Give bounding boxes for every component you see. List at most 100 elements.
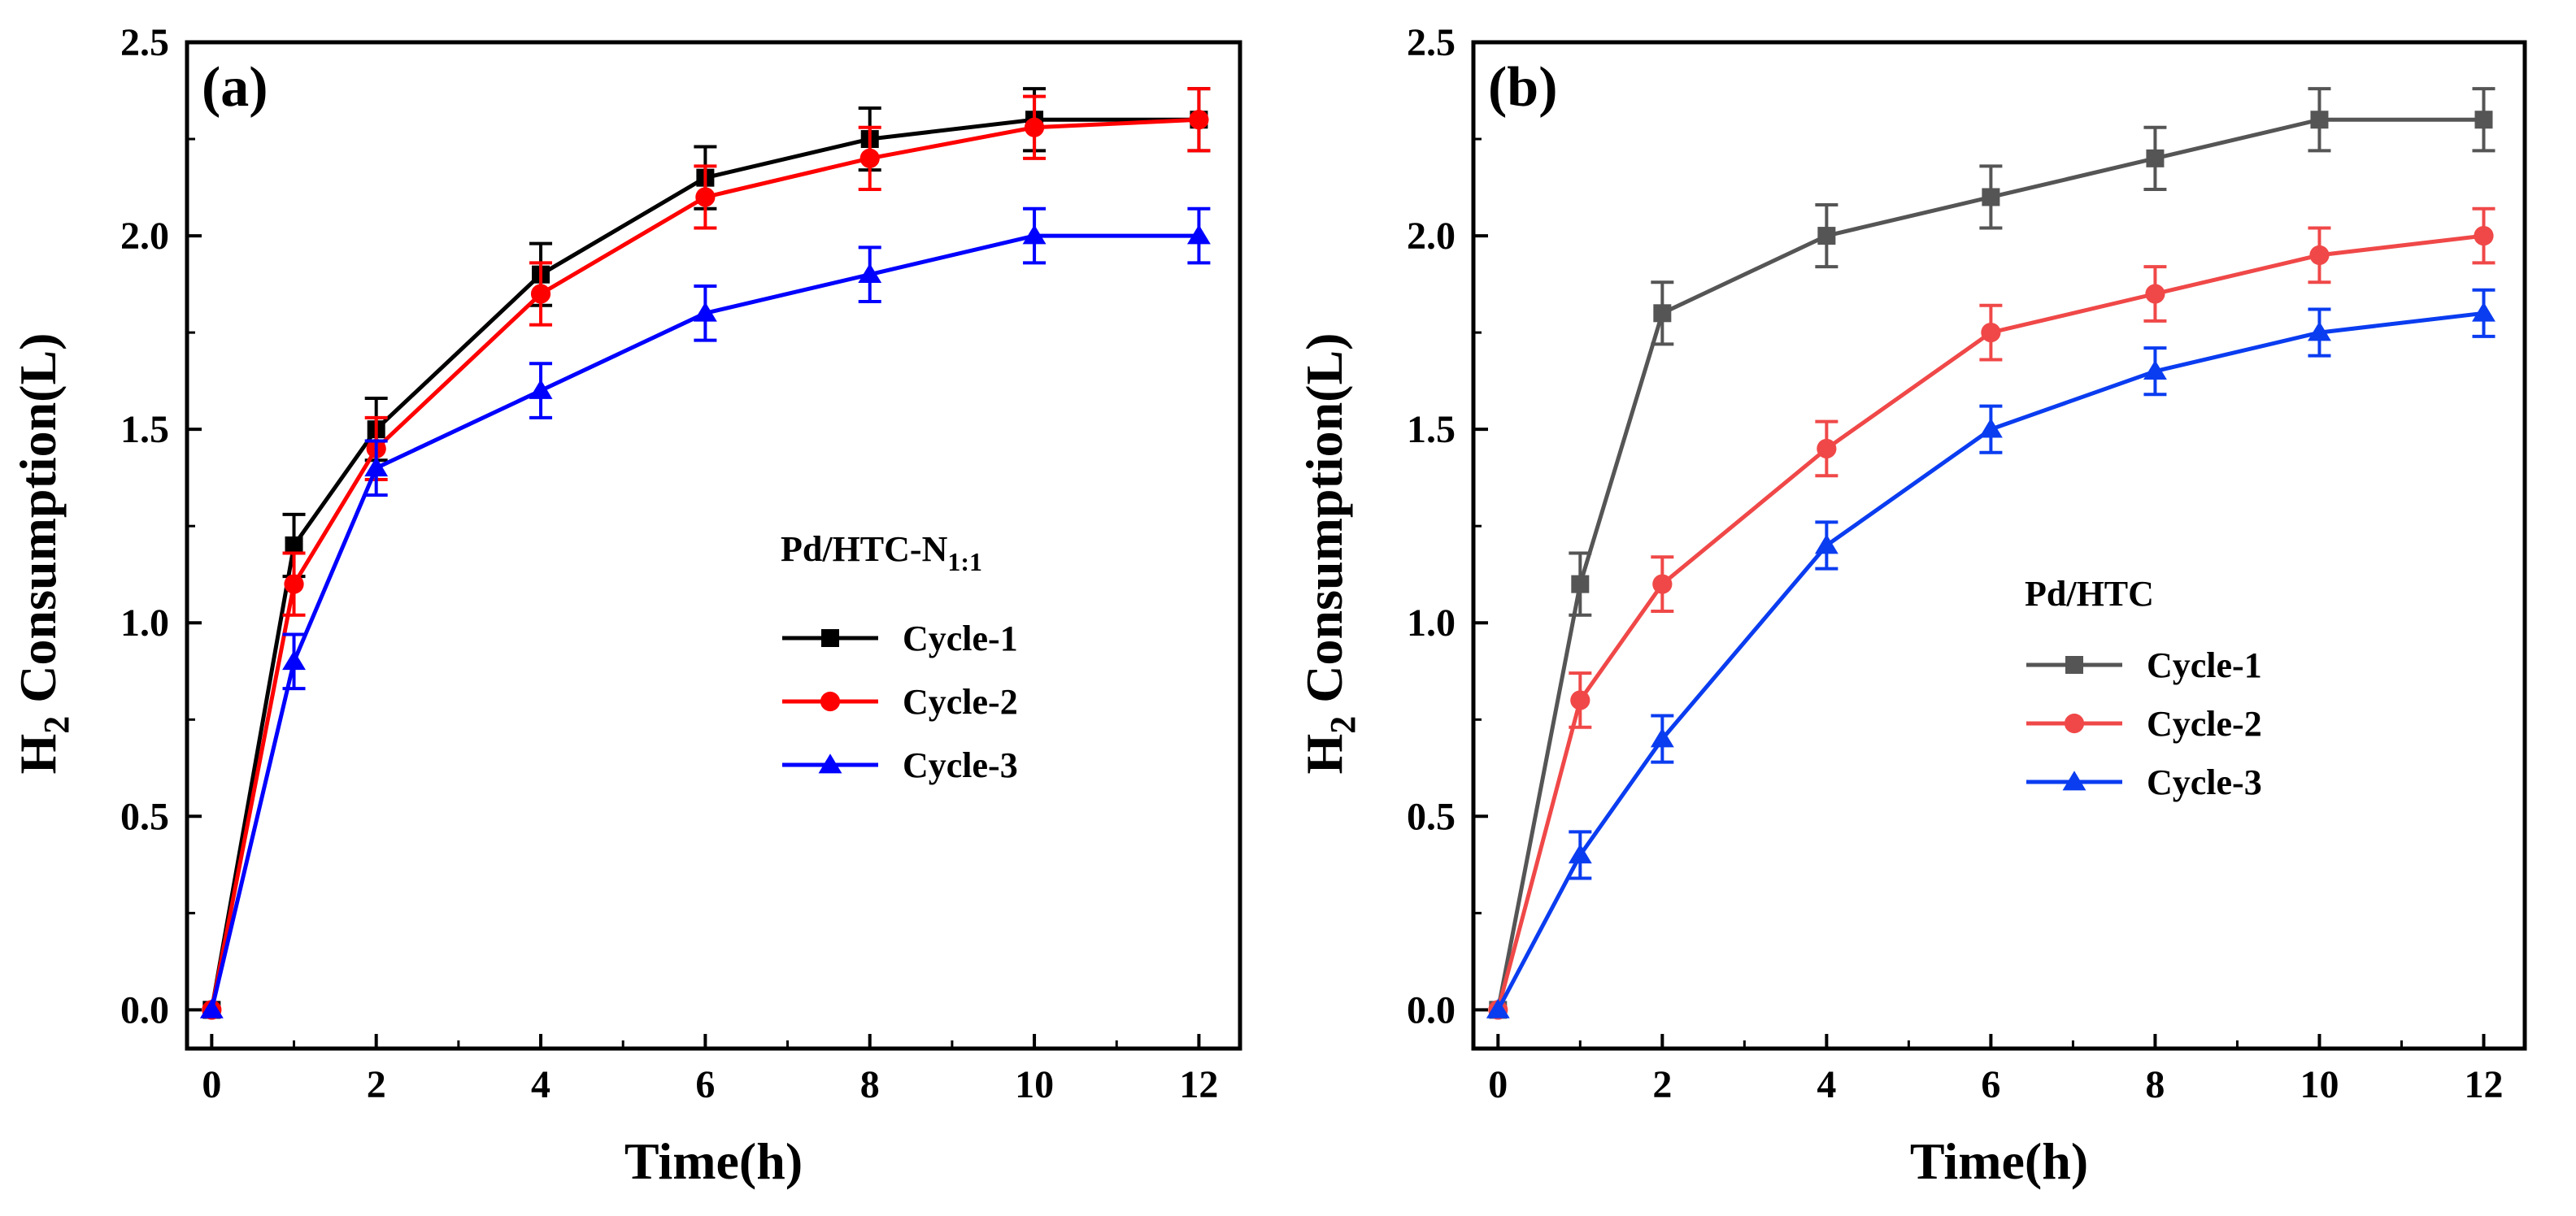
- data-point: [529, 379, 553, 399]
- data-point: [530, 284, 551, 304]
- data-point: [2310, 111, 2329, 129]
- data-point: [282, 650, 306, 671]
- plot-frame: [185, 40, 1242, 1051]
- data-point: [2472, 302, 2496, 322]
- x-tick-label: 0: [202, 1063, 221, 1106]
- series-cycle-2: [202, 87, 1211, 1020]
- data-point: [1022, 224, 1046, 245]
- data-point: [2145, 284, 2165, 304]
- data-point: [1817, 227, 1836, 245]
- legend-label-cycle-2: Cycle-2: [2147, 704, 2262, 744]
- data-point: [2474, 111, 2493, 129]
- series-line: [209, 117, 1199, 1010]
- data-point: [1024, 117, 1045, 137]
- series-line: [1495, 117, 2484, 1010]
- y-axis-title: H2 Consumption(L): [1295, 333, 1363, 775]
- x-axis-title: Time(h): [1910, 1132, 2088, 1190]
- data-point: [1653, 304, 1672, 323]
- legend-label-cycle-1: Cycle-1: [903, 619, 1018, 658]
- series-cycle-2: [1488, 206, 2496, 1020]
- data-point: [285, 536, 303, 554]
- data-point: [199, 998, 224, 1018]
- data-point: [2474, 225, 2494, 246]
- data-point: [2146, 149, 2165, 167]
- data-point: [859, 148, 880, 168]
- data-point: [2308, 321, 2331, 341]
- y-tick-label: 2.5: [120, 21, 169, 64]
- data-point: [284, 574, 304, 594]
- data-point: [858, 263, 882, 284]
- x-axis-title: Time(h): [624, 1132, 803, 1190]
- x-tick-label: 6: [1981, 1063, 2000, 1106]
- legend-label-cycle-2: Cycle-2: [903, 682, 1018, 722]
- legend-marker: [2065, 656, 2083, 674]
- legend-label-cycle-3: Cycle-3: [903, 745, 1018, 785]
- data-point: [2143, 359, 2167, 380]
- x-tick-label: 10: [2300, 1063, 2339, 1106]
- y-tick-label: 1.5: [1407, 408, 1456, 451]
- panel-label: (a): [202, 56, 268, 119]
- y-tick-label: 1.0: [120, 601, 169, 645]
- data-point: [1571, 575, 1590, 593]
- data-point: [1486, 998, 1510, 1018]
- data-point: [1981, 323, 2001, 343]
- series-line: [209, 117, 1199, 1010]
- x-tick-label: 10: [1015, 1063, 1054, 1106]
- x-tick-label: 2: [1652, 1063, 1672, 1106]
- y-tick-label: 1.0: [1407, 601, 1456, 645]
- series-line: [209, 233, 1199, 1010]
- series-cycle-3: [1486, 288, 2496, 1018]
- data-point: [695, 187, 716, 207]
- data-point: [693, 302, 717, 322]
- legend-label-cycle-1: Cycle-1: [2147, 645, 2262, 685]
- data-point: [364, 457, 389, 477]
- series-line: [1495, 233, 2484, 1011]
- y-tick-label: 2.5: [1407, 21, 1456, 64]
- chart-panel-a: 0.0 0.5 1.0 1.5 2.0 2.5 0 2 4 6 8 10 12 Time(h) H2 Con…: [9, 21, 1242, 1190]
- panel-label: (b): [1488, 56, 1558, 119]
- x-tick-label: 8: [860, 1063, 880, 1106]
- x-tick-label: 6: [695, 1063, 715, 1106]
- y-tick-label: 0.5: [1407, 795, 1456, 838]
- series-cycle-3: [199, 206, 1211, 1018]
- y-tick-label: 2.0: [120, 215, 169, 258]
- legend: Pd/HTC Cycle-1 Cycle-2 Cycle-3: [2025, 574, 2262, 802]
- data-point: [1652, 574, 1673, 594]
- y-tick-label: 0.0: [120, 988, 169, 1031]
- x-tick-label: 4: [531, 1063, 550, 1106]
- y-tick-label: 0.5: [120, 795, 169, 838]
- x-tick-label: 4: [1817, 1063, 1836, 1106]
- legend-label-cycle-3: Cycle-3: [2147, 762, 2262, 802]
- legend-title: Pd/HTC: [2025, 574, 2154, 614]
- legend-title: Pd/HTC-N1:1: [781, 529, 982, 576]
- series-line: [1496, 311, 2484, 1011]
- legend: Pd/HTC-N1:1 Cycle-1 Cycle-2 Cycle-3: [781, 529, 1018, 785]
- y-axis-title: H2 Consumption(L): [9, 333, 76, 775]
- chart-panel-b: 0.0 0.5 1.0 1.5 2.0 2.5 0 2 4 6 8 10 12 Time(h) H2 Con…: [1295, 21, 2527, 1190]
- legend-marker: [2064, 713, 2085, 734]
- legend-marker: [821, 629, 839, 647]
- x-tick-label: 2: [367, 1063, 386, 1106]
- x-tick-label: 8: [2145, 1063, 2165, 1106]
- data-point: [1189, 110, 1209, 130]
- x-tick-label: 12: [2464, 1063, 2503, 1106]
- y-tick-label: 1.5: [120, 408, 169, 451]
- data-point: [1982, 188, 2000, 206]
- data-point: [1817, 438, 1837, 459]
- data-point: [1650, 727, 1674, 748]
- x-tick-label: 0: [1488, 1063, 1508, 1106]
- legend-marker: [820, 691, 841, 712]
- data-point: [2309, 245, 2330, 265]
- data-point: [1814, 534, 1838, 554]
- x-tick-label: 12: [1179, 1063, 1218, 1106]
- data-point: [1978, 418, 2003, 438]
- data-point: [1570, 690, 1590, 710]
- series-cycle-1: [1489, 87, 2496, 1019]
- y-tick-label: 2.0: [1407, 215, 1456, 258]
- legend-marker: [818, 753, 842, 774]
- data-point: [1186, 224, 1211, 245]
- y-tick-label: 0.0: [1407, 988, 1456, 1031]
- legend-marker: [2062, 771, 2086, 791]
- data-point: [1568, 844, 1592, 864]
